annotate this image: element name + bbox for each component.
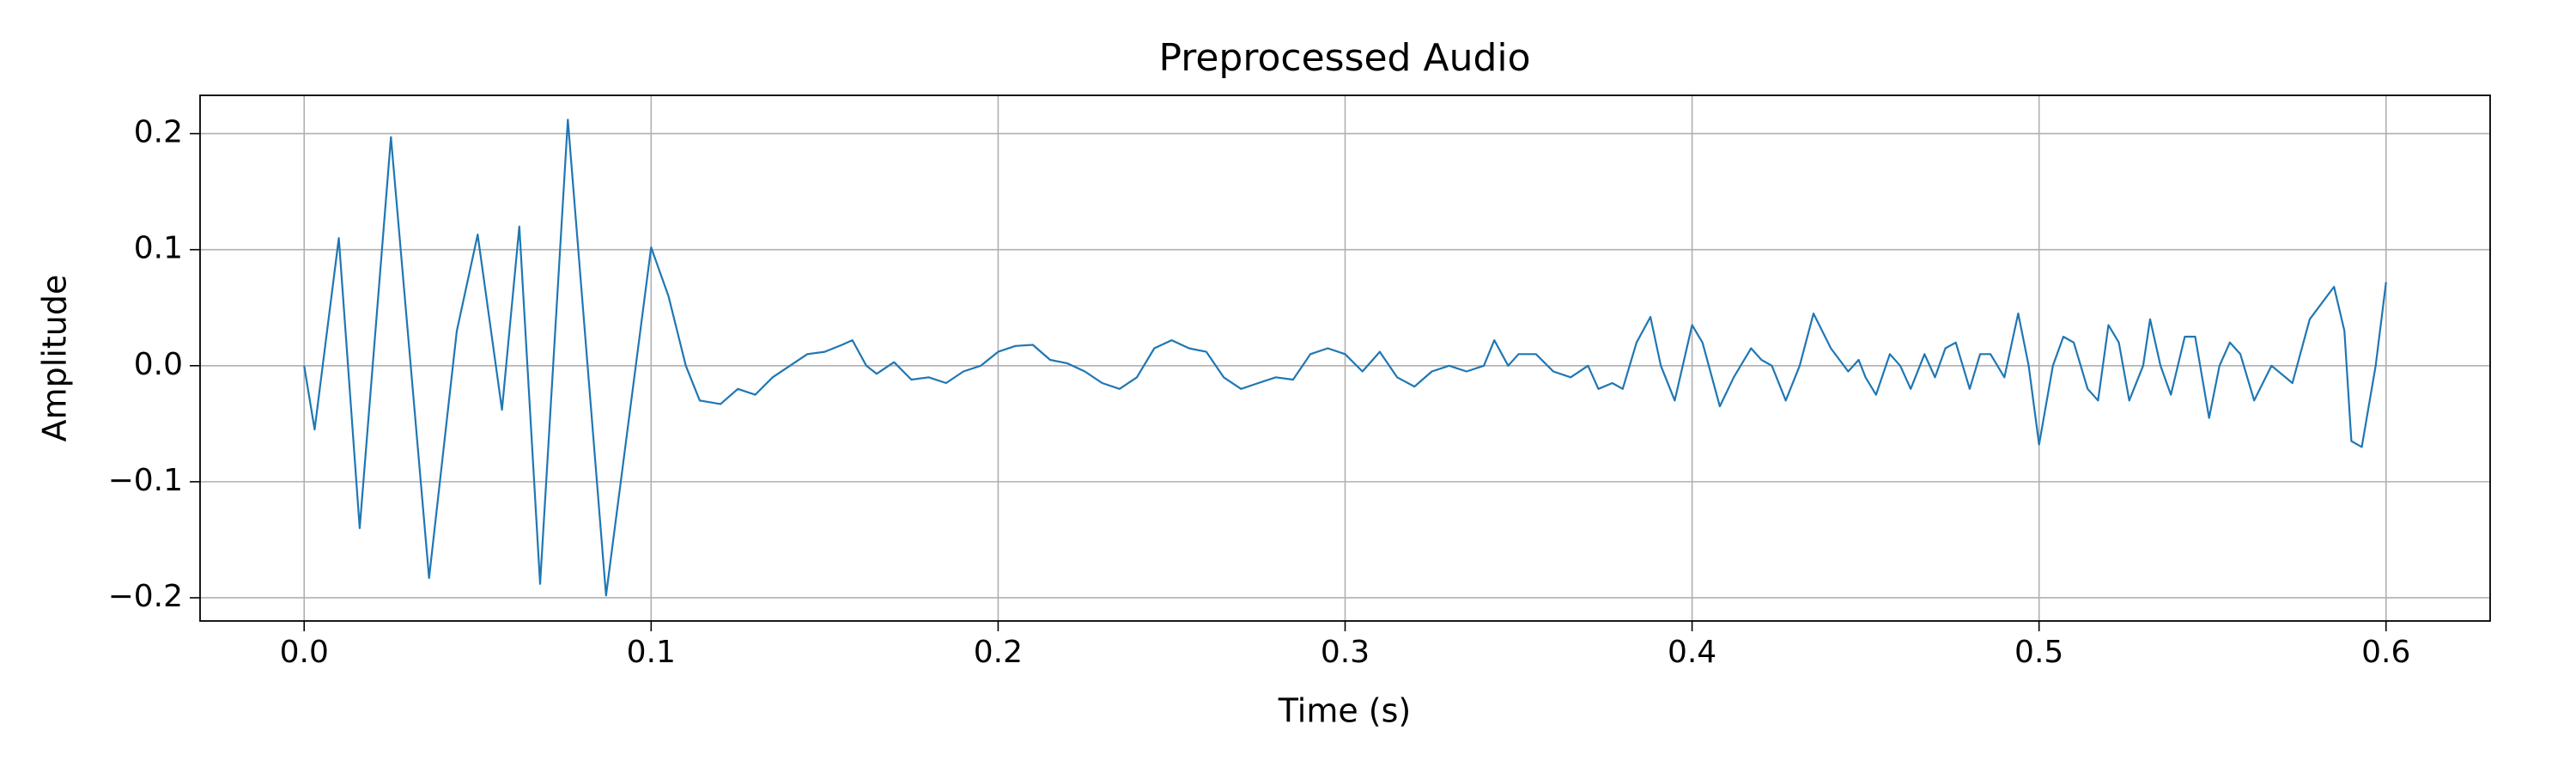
chart-title: Preprocessed Audio: [1158, 36, 1530, 80]
x-tick-label: 0.6: [2361, 635, 2410, 670]
y-axis-label: Amplitude: [36, 275, 74, 442]
y-tick-label: 0.1: [134, 231, 183, 266]
x-tick-label: 0.4: [1668, 635, 1716, 670]
x-tick-label: 0.5: [2014, 635, 2063, 670]
y-tick-label: 0.2: [134, 115, 183, 150]
x-tick-label: 0.1: [627, 635, 676, 670]
x-axis-label: Time (s): [1278, 692, 1412, 730]
plot-frame: [199, 94, 2491, 622]
x-tick-label: 0.2: [974, 635, 1023, 670]
x-tick-label: 0.0: [280, 635, 329, 670]
y-tick-label: 0.0: [134, 347, 183, 382]
waveform-line: [303, 119, 2387, 597]
y-tick-label: −0.1: [108, 463, 183, 498]
x-tick-label: 0.3: [1321, 635, 1370, 670]
y-tick-label: −0.2: [108, 579, 183, 614]
